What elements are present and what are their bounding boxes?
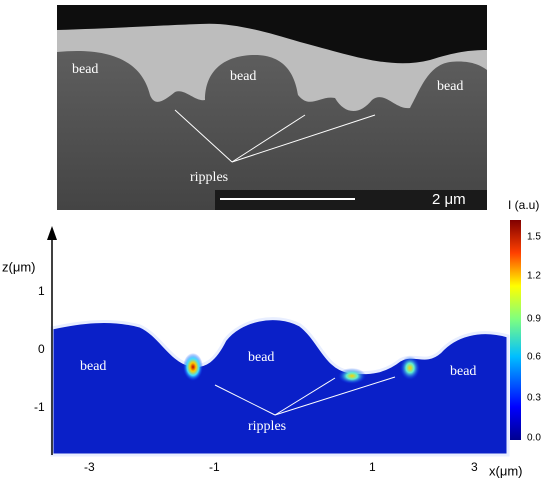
x-tick-label: 3 xyxy=(471,460,478,474)
ripples-label: ripples xyxy=(190,170,228,185)
colorbar-tick-label: 0.3 xyxy=(527,393,541,404)
x-tick-label: -1 xyxy=(209,460,220,474)
colorbar-tick-label: 1.5 xyxy=(527,232,541,243)
scale-bar-label: 2 μm xyxy=(432,191,466,208)
x-tick-label: -3 xyxy=(84,460,95,474)
colorbar-ticks: 1.5 1.2 0.9 0.6 0.3 0.0 xyxy=(527,232,541,444)
colorbar-tick-label: 0.0 xyxy=(527,433,541,444)
bead-label: bead xyxy=(72,62,98,77)
bead-label: bead xyxy=(230,69,256,84)
figure: 2 μm bead bead bead ripples z(μm) 1 0 -1… xyxy=(0,0,547,487)
simulation-map: z(μm) 1 0 -1 -3 -1 1 3 x(μm) bead bead b… xyxy=(2,198,541,478)
ripples-label: ripples xyxy=(248,419,286,434)
z-tick-label: -1 xyxy=(34,400,45,414)
hotspot xyxy=(400,356,420,380)
bead-label: bead xyxy=(80,359,106,374)
bead-label: bead xyxy=(450,364,476,379)
sem-image: 2 μm bead bead bead ripples xyxy=(57,5,487,210)
colorbar-tick-label: 0.6 xyxy=(527,352,541,363)
z-tick-label: 0 xyxy=(38,342,45,356)
z-tick-label: 1 xyxy=(38,284,45,298)
field-region xyxy=(52,319,508,455)
z-arrow xyxy=(47,226,57,240)
bead-label: bead xyxy=(437,79,463,94)
colorbar-title: I (a.u) xyxy=(508,198,539,212)
x-label: x(μm) xyxy=(489,463,522,478)
colorbar xyxy=(510,220,521,440)
colorbar-tick-label: 1.2 xyxy=(527,271,541,282)
z-label: z(μm) xyxy=(2,259,35,274)
x-tick-label: 1 xyxy=(369,460,376,474)
colorbar-tick-label: 0.9 xyxy=(527,314,541,325)
hotspot xyxy=(338,368,366,384)
bead-label: bead xyxy=(248,350,274,365)
hotspot xyxy=(183,353,203,381)
